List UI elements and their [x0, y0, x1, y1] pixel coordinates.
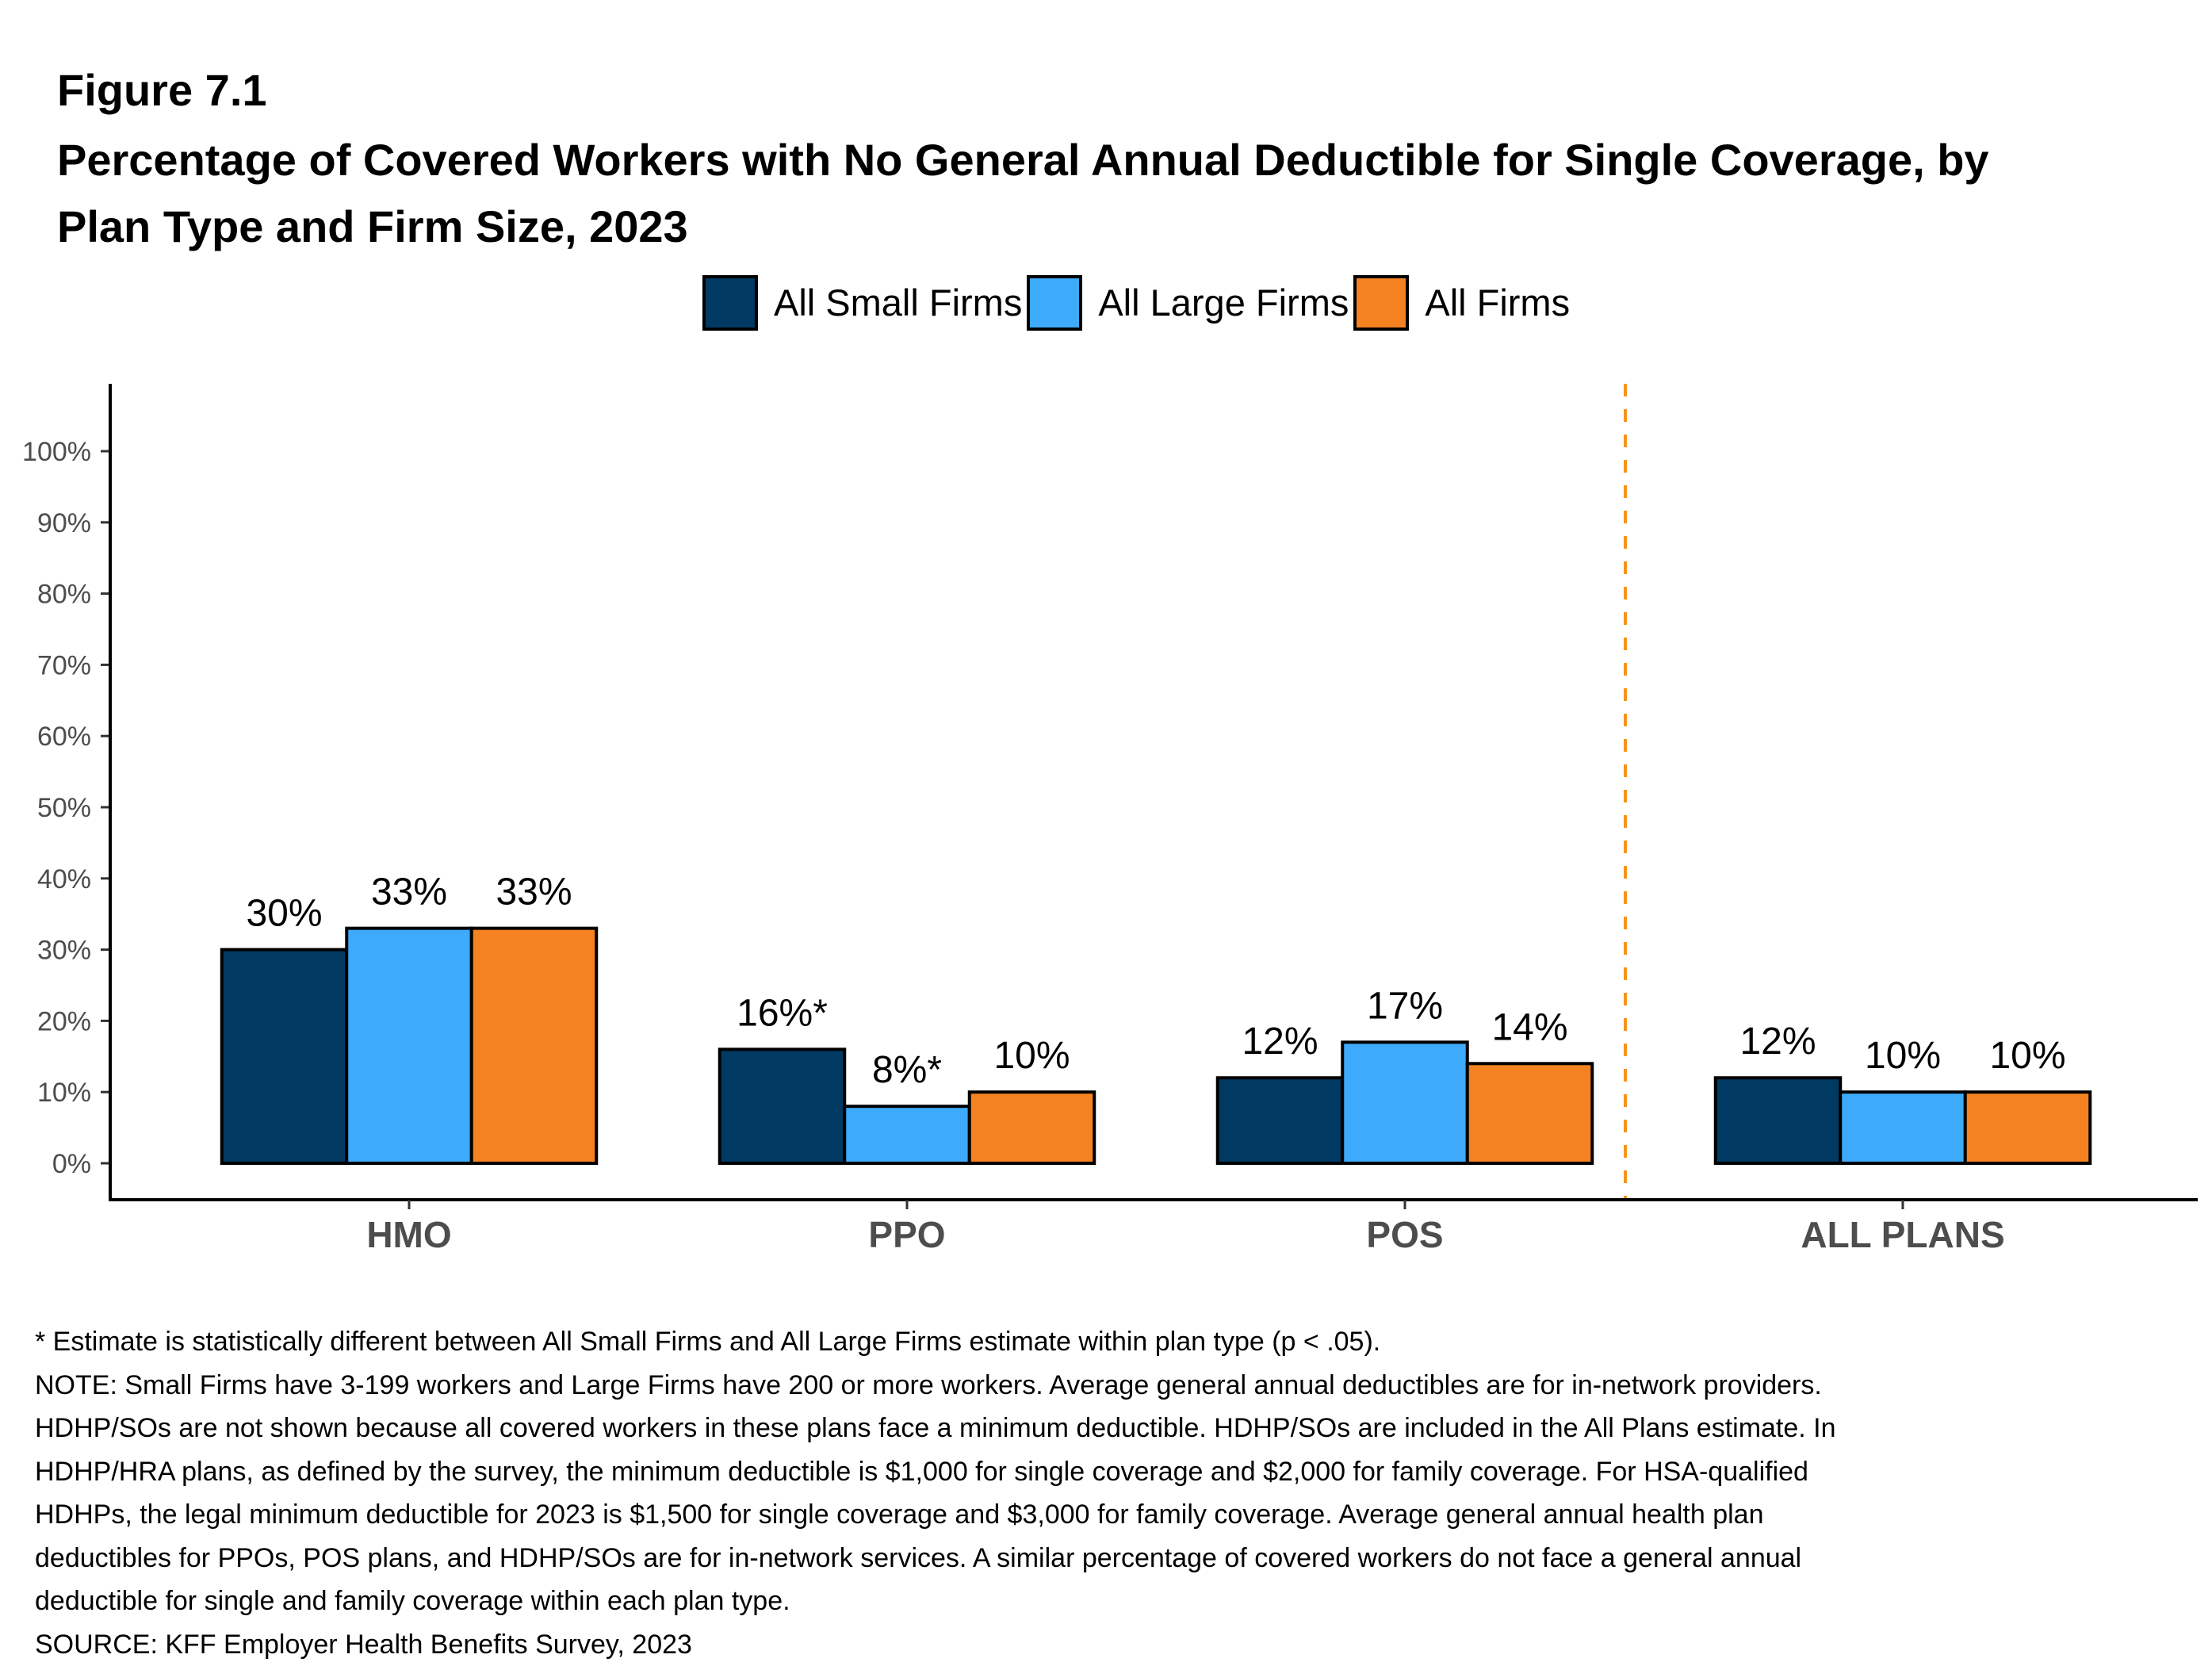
data-label-hmo-all-large-firms: 33%	[371, 871, 447, 913]
data-label-pos-all-firms: 14%	[1491, 1006, 1567, 1048]
bar-hmo-all-large-firms	[346, 929, 472, 1163]
y-tick-label-90: 90%	[37, 508, 91, 538]
bar-ppo-all-small-firms	[720, 1049, 845, 1163]
data-label-pos-all-small-firms: 12%	[1242, 1021, 1318, 1063]
footnote-note-line-2: HDHP/SOs are not shown because all cover…	[35, 1407, 2176, 1450]
x-tick-label-hmo: HMO	[366, 1214, 451, 1255]
bar-hmo-all-small-firms	[222, 950, 347, 1163]
bar-hmo-all-firms	[472, 929, 597, 1163]
data-label-all-plans-all-firms: 10%	[1989, 1035, 2065, 1077]
x-tick-label-pos: POS	[1366, 1214, 1443, 1255]
y-axis-ticks: 0% 10% 20% 30% 40% 50% 60% 70% 80% 90% 100%	[22, 437, 110, 1179]
y-tick-label-30: 30%	[37, 936, 91, 966]
y-tick-label-70: 70%	[37, 650, 91, 680]
x-tick-label-all-plans: ALL PLANS	[1801, 1214, 2004, 1255]
bar-all-plans-all-small-firms	[1716, 1078, 1841, 1163]
data-label-hmo-all-small-firms: 30%	[246, 893, 322, 935]
footnote-note-line-6: deductible for single and family coverag…	[35, 1580, 2176, 1623]
footnotes: * Estimate is statistically different be…	[35, 1320, 2176, 1666]
y-tick-label-40: 40%	[37, 864, 91, 894]
footnote-significance: * Estimate is statistically different be…	[35, 1320, 2176, 1364]
y-tick-label-100: 100%	[22, 437, 91, 467]
y-tick-label-20: 20%	[37, 1006, 91, 1036]
data-label-ppo-all-small-firms: 16%*	[737, 992, 828, 1034]
footnote-note-line-3: HDHP/HRA plans, as defined by the survey…	[35, 1450, 2176, 1494]
bar-pos-all-small-firms	[1218, 1078, 1343, 1163]
footnote-note-line-4: HDHPs, the legal minimum deductible for …	[35, 1493, 2176, 1537]
y-tick-label-0: 0%	[52, 1149, 91, 1179]
y-tick-label-80: 80%	[37, 580, 91, 610]
y-tick-label-60: 60%	[37, 722, 91, 752]
bar-all-plans-all-large-firms	[1840, 1092, 1965, 1163]
bar-ppo-all-firms	[970, 1092, 1095, 1163]
bar-pos-all-firms	[1468, 1063, 1593, 1163]
data-label-all-plans-all-small-firms: 12%	[1739, 1021, 1816, 1063]
bar-ppo-all-large-firms	[844, 1106, 970, 1163]
footnote-note-line-1: NOTE: Small Firms have 3-199 workers and…	[35, 1364, 2176, 1407]
bar-pos-all-large-firms	[1342, 1042, 1468, 1163]
footnote-source: SOURCE: KFF Employer Health Benefits Sur…	[35, 1623, 2176, 1666]
data-label-hmo-all-firms: 33%	[496, 871, 572, 913]
y-tick-label-50: 50%	[37, 793, 91, 823]
x-tick-label-ppo: PPO	[868, 1214, 945, 1255]
x-axis-ticks: HMO PPO POS ALL PLANS	[366, 1200, 2004, 1255]
footnote-note-line-5: deductibles for PPOs, POS plans, and HDH…	[35, 1537, 2176, 1580]
data-label-ppo-all-large-firms: 8%*	[872, 1049, 942, 1091]
data-label-ppo-all-firms: 10%	[993, 1035, 1070, 1077]
data-label-all-plans-all-large-firms: 10%	[1865, 1035, 1941, 1077]
bar-all-plans-all-firms	[1965, 1092, 2091, 1163]
y-tick-label-10: 10%	[37, 1078, 91, 1108]
data-label-pos-all-large-firms: 17%	[1367, 985, 1443, 1027]
